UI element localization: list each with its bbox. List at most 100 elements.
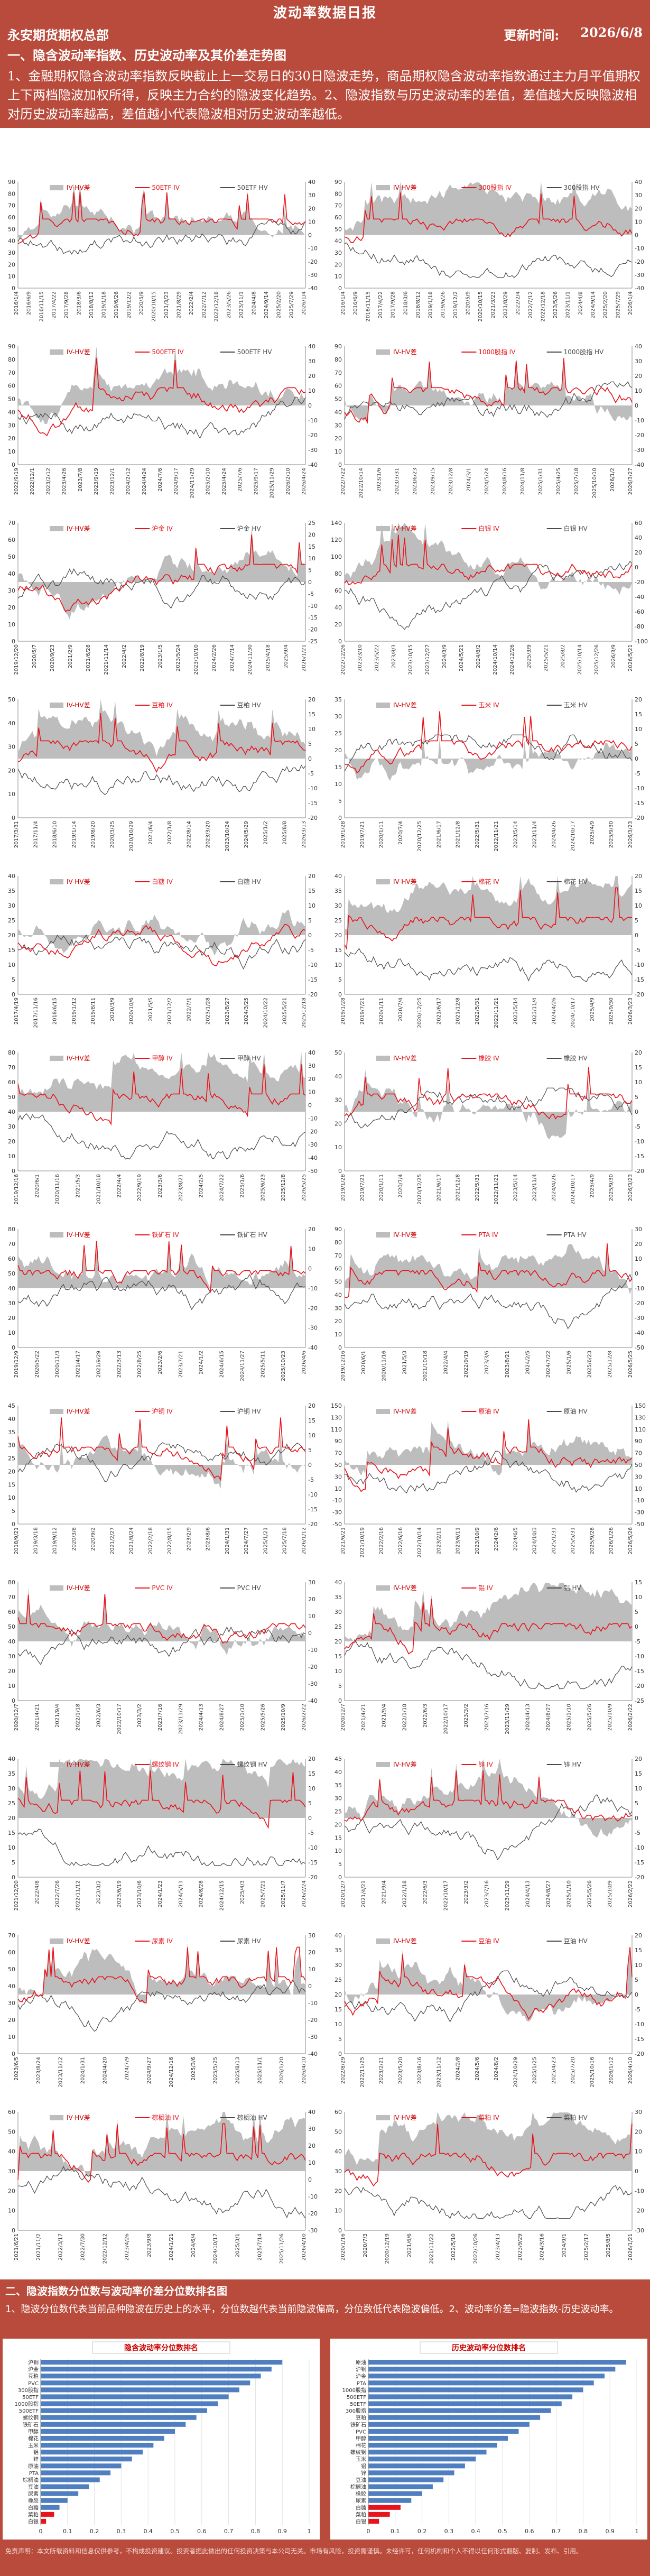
date-tick: 2024/9/1 <box>561 2233 567 2257</box>
date-tick: 2020/11/16 <box>55 1174 61 1205</box>
date-tick: 2024/5/29 <box>244 821 249 848</box>
rank-label: 沪金 <box>28 2366 39 2373</box>
left-axis-tick: 50 <box>8 1623 15 1630</box>
update-info: 更新时间: 2026/6/8 <box>504 25 643 43</box>
right-axis-tick: -40 <box>635 594 644 601</box>
rank-label: 橡胶 <box>28 2497 39 2504</box>
iv-line <box>344 1419 633 1492</box>
right-axis-tick: -40 <box>308 285 318 292</box>
iv-hv-diff-area <box>345 1950 632 2022</box>
left-axis-tick: 40 <box>8 2148 15 2155</box>
left-axis-tick: 15 <box>335 947 342 954</box>
right-axis-tick: 40 <box>308 343 315 350</box>
hv-line <box>17 1273 306 1310</box>
iv-line <box>17 1417 306 1481</box>
left-axis-tick: 0 <box>12 2051 15 2057</box>
vol-chart-svg: 40 35 30 25 20 15 10 5 0 20 15 10 5 0 -5 -10 -15 -20 IV-HV… <box>335 873 644 1028</box>
right-axis-tick: -20 <box>308 432 318 439</box>
update-date: 2026/6/8 <box>580 24 643 40</box>
left-axis-tick: 10 <box>8 448 15 455</box>
iv-hv-diff-area <box>345 1069 632 1140</box>
date-tick: 2023/3/2 <box>137 1704 143 1728</box>
date-tick: 2022/8/29 <box>340 2057 346 2084</box>
date-tick: 2023/3/6 <box>484 1351 490 1374</box>
date-tick: 2026/3/23 <box>628 821 634 848</box>
right-axis-tick: -10 <box>308 2000 318 2007</box>
right-axis-tick: 15 <box>635 711 642 718</box>
date-tick: 2024/3/9 <box>442 644 448 668</box>
left-axis-tick: 30 <box>8 1442 15 1449</box>
legend-iv: 螺纹钢 IV <box>152 1761 179 1768</box>
date-tick: 2021/5/3 <box>402 1351 408 1374</box>
right-axis-tick: -30 <box>635 272 644 279</box>
date-tick: 2019/12/2 <box>453 291 459 318</box>
date-tick: 2023/2/6 <box>157 1351 163 1374</box>
legend-iv: 500ETF IV <box>152 348 184 356</box>
left-axis-tick: 30 <box>335 2168 342 2175</box>
hv-line <box>344 1970 633 2023</box>
right-axis-tick: 20 <box>308 2143 315 2149</box>
left-axis-tick: 110 <box>331 1426 342 1433</box>
right-axis-tick: -40 <box>308 1344 318 1351</box>
right-axis-tick: 110 <box>635 1426 646 1433</box>
date-tick: 2025/5/25 <box>213 2057 219 2084</box>
iv-hv-diff-area <box>18 183 305 239</box>
date-tick: 2026/4/6 <box>301 1351 307 1374</box>
legend-iv: 铝 IV <box>478 1584 493 1592</box>
legend-hv: 50ETF HV <box>237 184 268 191</box>
vol-chart-svg: 7060504030201002520151050-5-10-15-20-25I… <box>8 520 318 675</box>
date-tick: 2024/4/13 <box>525 1880 531 1907</box>
date-tick: 2024/1/31 <box>225 1527 230 1554</box>
left-axis-tick: 70 <box>8 520 15 527</box>
hv-line <box>17 1979 306 2032</box>
date-tick: 2025/8/5 <box>606 2233 611 2257</box>
right-axis-tick: 20 <box>308 205 315 212</box>
date-tick: 2021/12/20 <box>14 1880 20 1911</box>
legend-swatch <box>376 1585 390 1591</box>
right-axis-tick: -15 <box>308 976 318 983</box>
left-axis-tick: 80 <box>8 1226 15 1233</box>
vol-chart-14: 90 80 70 60 50 40 30 20 10 0 30 20 10 0 -10 -20 -30 -40 -5… <box>327 1222 650 1396</box>
date-tick: 2024/8/27 <box>219 1704 225 1731</box>
left-axis-tick: 35 <box>8 1770 15 1777</box>
date-tick: 2025/4/25 <box>556 468 562 495</box>
left-axis-tick: 25 <box>335 1977 342 1983</box>
rank-label: 铝 <box>33 2450 39 2456</box>
date-tick: 2024/11/27 <box>239 1351 245 1381</box>
date-tick: 2025/1/2 <box>263 821 268 845</box>
date-tick: 2026/1/26 <box>609 1527 615 1554</box>
legend-iv: 沪金 IV <box>152 524 173 532</box>
left-axis-tick: 70 <box>8 1932 15 1939</box>
date-tick: 2017/9/28 <box>64 291 70 318</box>
rank-x-tick: 0.4 <box>471 2528 480 2535</box>
date-tick: 2020/10/15 <box>478 291 484 322</box>
right-axis-tick: 5 <box>308 1800 312 1807</box>
vol-chart-7: 50 40 30 20 10 0 20 15 10 5 0 -5 -10 -15 -20 IV-HV差 豆粕 I… <box>0 692 323 866</box>
date-tick: 2024/4/26 <box>551 1174 557 1201</box>
date-tick: 2021/9/29 <box>96 1351 101 1378</box>
date-tick: 2021/12/8 <box>456 821 461 848</box>
date-tick: 2023/5/26 <box>553 291 559 318</box>
left-axis-tick: 0 <box>338 1344 342 1351</box>
left-axis-tick: 30 <box>8 2168 15 2175</box>
date-tick: 2024/6/4 <box>191 2233 197 2257</box>
date-tick: 2024/2/6 <box>494 1527 499 1551</box>
legend-swatch <box>50 349 63 355</box>
date-tick: 2025/9/30 <box>609 821 615 848</box>
date-tick: 2025/10/14 <box>577 644 583 675</box>
left-axis-tick: 150 <box>331 1402 342 1409</box>
section1-note: 1、金融期权隐含波动率指数反映截止上一交易日的30日隐波走势，商品期权隐含波动率… <box>0 63 650 128</box>
rank-label: 沪铜 <box>28 2359 39 2366</box>
left-axis-tick: 50 <box>8 1270 15 1277</box>
right-axis-tick: 0 <box>635 402 638 409</box>
legend-diff: IV-HV差 <box>67 1055 90 1062</box>
rank-label: 尿素 <box>28 2490 39 2497</box>
left-axis-tick: 35 <box>335 1947 342 1954</box>
left-axis-tick: 35 <box>335 888 342 894</box>
rank-label: 白银 <box>356 2518 366 2525</box>
left-axis-tick: 70 <box>335 370 342 376</box>
iv-line <box>17 713 306 773</box>
right-axis-tick: 10 <box>308 902 315 909</box>
date-tick: 2024/4/13 <box>199 1704 205 1731</box>
left-axis-tick: 40 <box>335 2148 342 2155</box>
